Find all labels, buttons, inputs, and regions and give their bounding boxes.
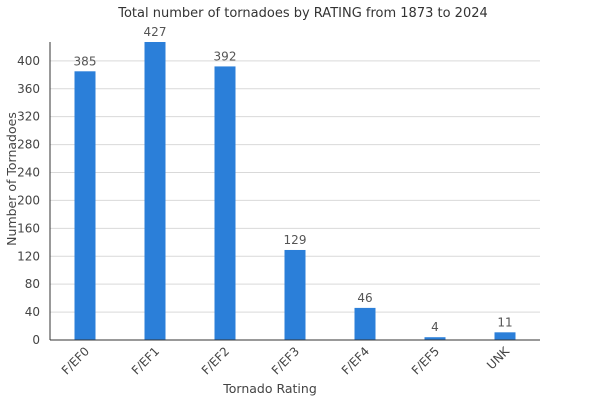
x-tick-label-6: UNK (484, 343, 513, 372)
data-labels: 385 427 392 129 46 4 11 (74, 25, 513, 334)
bar-unk (494, 332, 516, 340)
data-label-0: 385 (74, 54, 97, 68)
y-tick-label-1: 40 (25, 305, 40, 319)
y-tick-label-8: 320 (17, 110, 40, 124)
y-tick-label-0: 0 (32, 333, 40, 347)
data-label-1: 427 (144, 25, 167, 39)
data-label-6: 11 (497, 315, 512, 329)
x-tick-label-5: F/EF5 (409, 344, 442, 377)
chart-title: Total number of tornadoes by RATING from… (117, 6, 488, 21)
x-tick-label-0: F/EF0 (59, 344, 92, 377)
y-tick-label-6: 240 (17, 166, 40, 180)
y-tick-label-10: 400 (17, 54, 40, 68)
bar-f-ef3 (284, 249, 306, 340)
x-axis-label: Tornado Rating (222, 381, 317, 396)
bars (74, 42, 516, 341)
y-tick-labels: 0 40 80 120 160 200 240 280 320 360 400 (17, 54, 40, 347)
y-tick-label-4: 160 (17, 221, 40, 235)
x-tick-label-4: F/EF4 (339, 344, 372, 377)
x-tick-labels: F/EF0 F/EF1 F/EF2 F/EF3 F/EF4 F/EF5 UNK (59, 343, 513, 377)
data-label-3: 129 (284, 233, 307, 247)
gridlines (50, 60, 540, 313)
data-label-2: 392 (214, 49, 237, 63)
y-tick-label-9: 360 (17, 82, 40, 96)
y-tick-label-7: 280 (17, 138, 40, 152)
x-tick-label-3: F/EF3 (269, 344, 302, 377)
x-tick-label-1: F/EF1 (129, 344, 162, 377)
bar-f-ef5 (424, 337, 446, 340)
y-tick-label-2: 80 (25, 277, 40, 291)
y-tick-label-3: 120 (17, 249, 40, 263)
y-tick-label-5: 200 (17, 193, 40, 207)
data-label-4: 46 (357, 291, 372, 305)
data-label-5: 4 (431, 320, 439, 334)
bar-f-ef2 (214, 66, 236, 340)
bar-f-ef4 (354, 307, 376, 340)
y-axis-label: Number of Tornadoes (4, 112, 19, 246)
bar-f-ef1 (144, 42, 166, 340)
x-tick-label-2: F/EF2 (199, 344, 232, 377)
bar-f-ef0 (74, 71, 96, 341)
